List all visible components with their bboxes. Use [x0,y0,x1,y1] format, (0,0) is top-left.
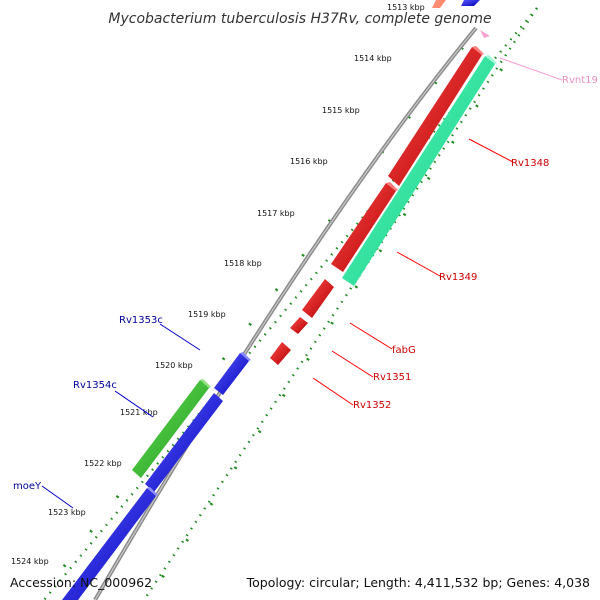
kbp-label: 1517 kbp [257,209,295,218]
label-rv1351[interactable]: Rv1351 [373,372,411,383]
kbp-label: 1522 kbp [84,459,122,468]
kbp-label: 1514 kbp [354,54,392,63]
accession-text: Accession: NC_000962 [10,575,152,590]
label-connectors [41,57,563,509]
gene-rv1354c[interactable] [132,380,209,478]
label-rvnt19[interactable]: Rvnt19 [562,75,598,86]
label-rv1353c[interactable]: Rv1353c [119,315,163,326]
gene-rv1353c[interactable] [214,353,249,395]
gene-rv1352[interactable] [270,342,291,365]
kbp-label: 1513 kbp [387,3,425,12]
forward-strand [270,0,497,365]
gene-blue-long[interactable] [145,393,223,492]
gene-rvnt19[interactable] [480,30,490,38]
feature-partial-top [432,0,446,8]
reverse-strand [62,0,480,600]
label-moey[interactable]: moeY [13,481,42,492]
genome-summary-text: Topology: circular; Length: 4,411,532 bp… [246,575,590,590]
kbp-label: 1518 kbp [224,259,262,268]
kbp-label: 1515 kbp [322,106,360,115]
gene-rv1348[interactable] [388,47,482,186]
genome-backbone [93,26,478,600]
gene-labels: Rvnt19 Rv1348 Rv1349 fabG Rv1351 Rv1352 … [13,75,598,492]
label-rv1348[interactable]: Rv1348 [511,158,549,169]
inner-tick-track [143,7,538,600]
kbp-label: 1516 kbp [290,157,328,166]
kbp-label: 1519 kbp [188,310,226,319]
gene-fabg[interactable] [302,279,334,318]
kbp-labels: 1513 kbp 1514 kbp 1515 kbp 1516 kbp 1517… [11,3,425,566]
gene-moey[interactable] [62,488,156,600]
kbp-label: 1523 kbp [48,508,86,517]
kbp-label: 1524 kbp [11,557,49,566]
gene-rv1349[interactable] [342,56,495,286]
map-title: Mycobacterium tuberculosis H37Rv, comple… [108,11,491,27]
label-fabg[interactable]: fabG [392,345,416,356]
gene-rv1351[interactable] [290,317,308,334]
label-rv1352[interactable]: Rv1352 [353,400,391,411]
label-rv1349[interactable]: Rv1349 [439,272,477,283]
kbp-label: 1520 kbp [155,361,193,370]
feature-partial-top-blue [461,0,480,6]
label-rv1354c[interactable]: Rv1354c [73,380,117,391]
gene-red-large[interactable] [331,183,396,272]
kbp-label: 1521 kbp [120,408,158,417]
